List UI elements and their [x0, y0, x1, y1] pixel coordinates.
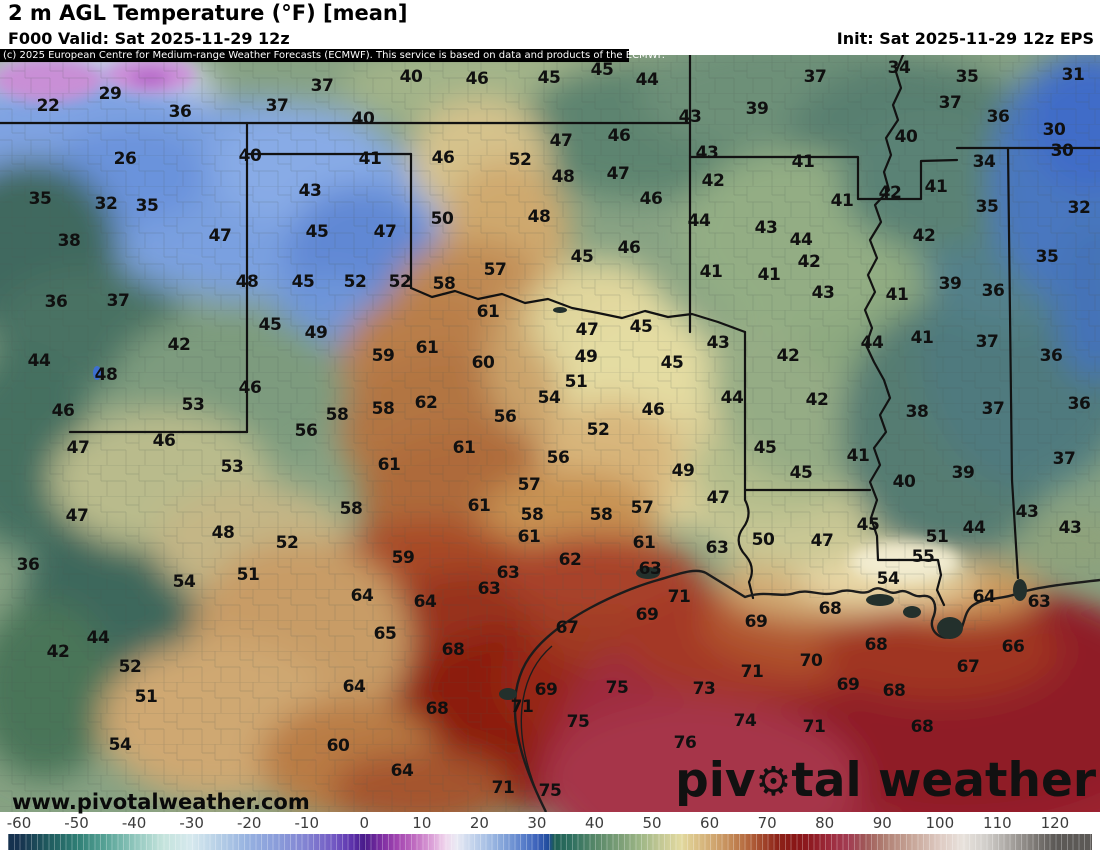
colorbar-tick: -30	[179, 814, 204, 832]
colorbar-segments	[8, 834, 1092, 850]
gear-icon: ⚙	[755, 759, 792, 805]
colorbar-tick: 0	[359, 814, 370, 832]
colorbar-tick: -40	[121, 814, 147, 832]
colorbar-tick: 10	[412, 814, 432, 832]
colorbar-tick: 20	[469, 814, 489, 832]
logo-text-right: tal weather	[791, 753, 1096, 808]
colorbar-tick: 30	[527, 814, 547, 832]
colorbar-tick: 70	[757, 814, 777, 832]
colorbar-tick: 80	[815, 814, 835, 832]
colorbar	[8, 834, 1092, 850]
colorbar-tick-row: -60 -50 -40 -30 -20 -10 0 10 20 30 40 50 60 70 80 90 100…	[0, 812, 1100, 834]
state-borders	[0, 55, 1100, 607]
colorbar-tick: 90	[872, 814, 892, 832]
colorbar-tick: -50	[64, 814, 89, 832]
copyright-bar: (c) 2025 European Centre for Medium-rang…	[0, 49, 665, 62]
valid-time-label: F000 Valid: Sat 2025-11-29 12z	[8, 29, 290, 48]
bays-and-lakes	[93, 307, 1027, 700]
pivotal-weather-logo: piv⚙tal weather	[675, 755, 1096, 808]
coastline	[513, 569, 1100, 812]
colorbar-tick: 110	[983, 814, 1012, 832]
map-canvas	[0, 55, 1100, 812]
colorbar-tick: 100	[925, 814, 955, 832]
logo-text-left: piv	[675, 753, 756, 808]
colorbar-tick: -60	[6, 814, 32, 832]
temperature-map	[0, 55, 1100, 812]
init-time-label: Init: Sat 2025-11-29 12z EPS	[836, 29, 1094, 48]
watermark-url: www.pivotalweather.com	[12, 790, 310, 814]
colorbar-tick: -20	[236, 814, 262, 832]
colorbar-tick: 120	[1040, 814, 1070, 832]
page-title: 2 m AGL Temperature (°F) [mean]	[8, 1, 408, 25]
colorbar-tick: 50	[642, 814, 662, 832]
colorbar-tick: 60	[700, 814, 720, 832]
colorbar-tick: 40	[584, 814, 605, 832]
colorbar-tick: -10	[294, 814, 320, 832]
